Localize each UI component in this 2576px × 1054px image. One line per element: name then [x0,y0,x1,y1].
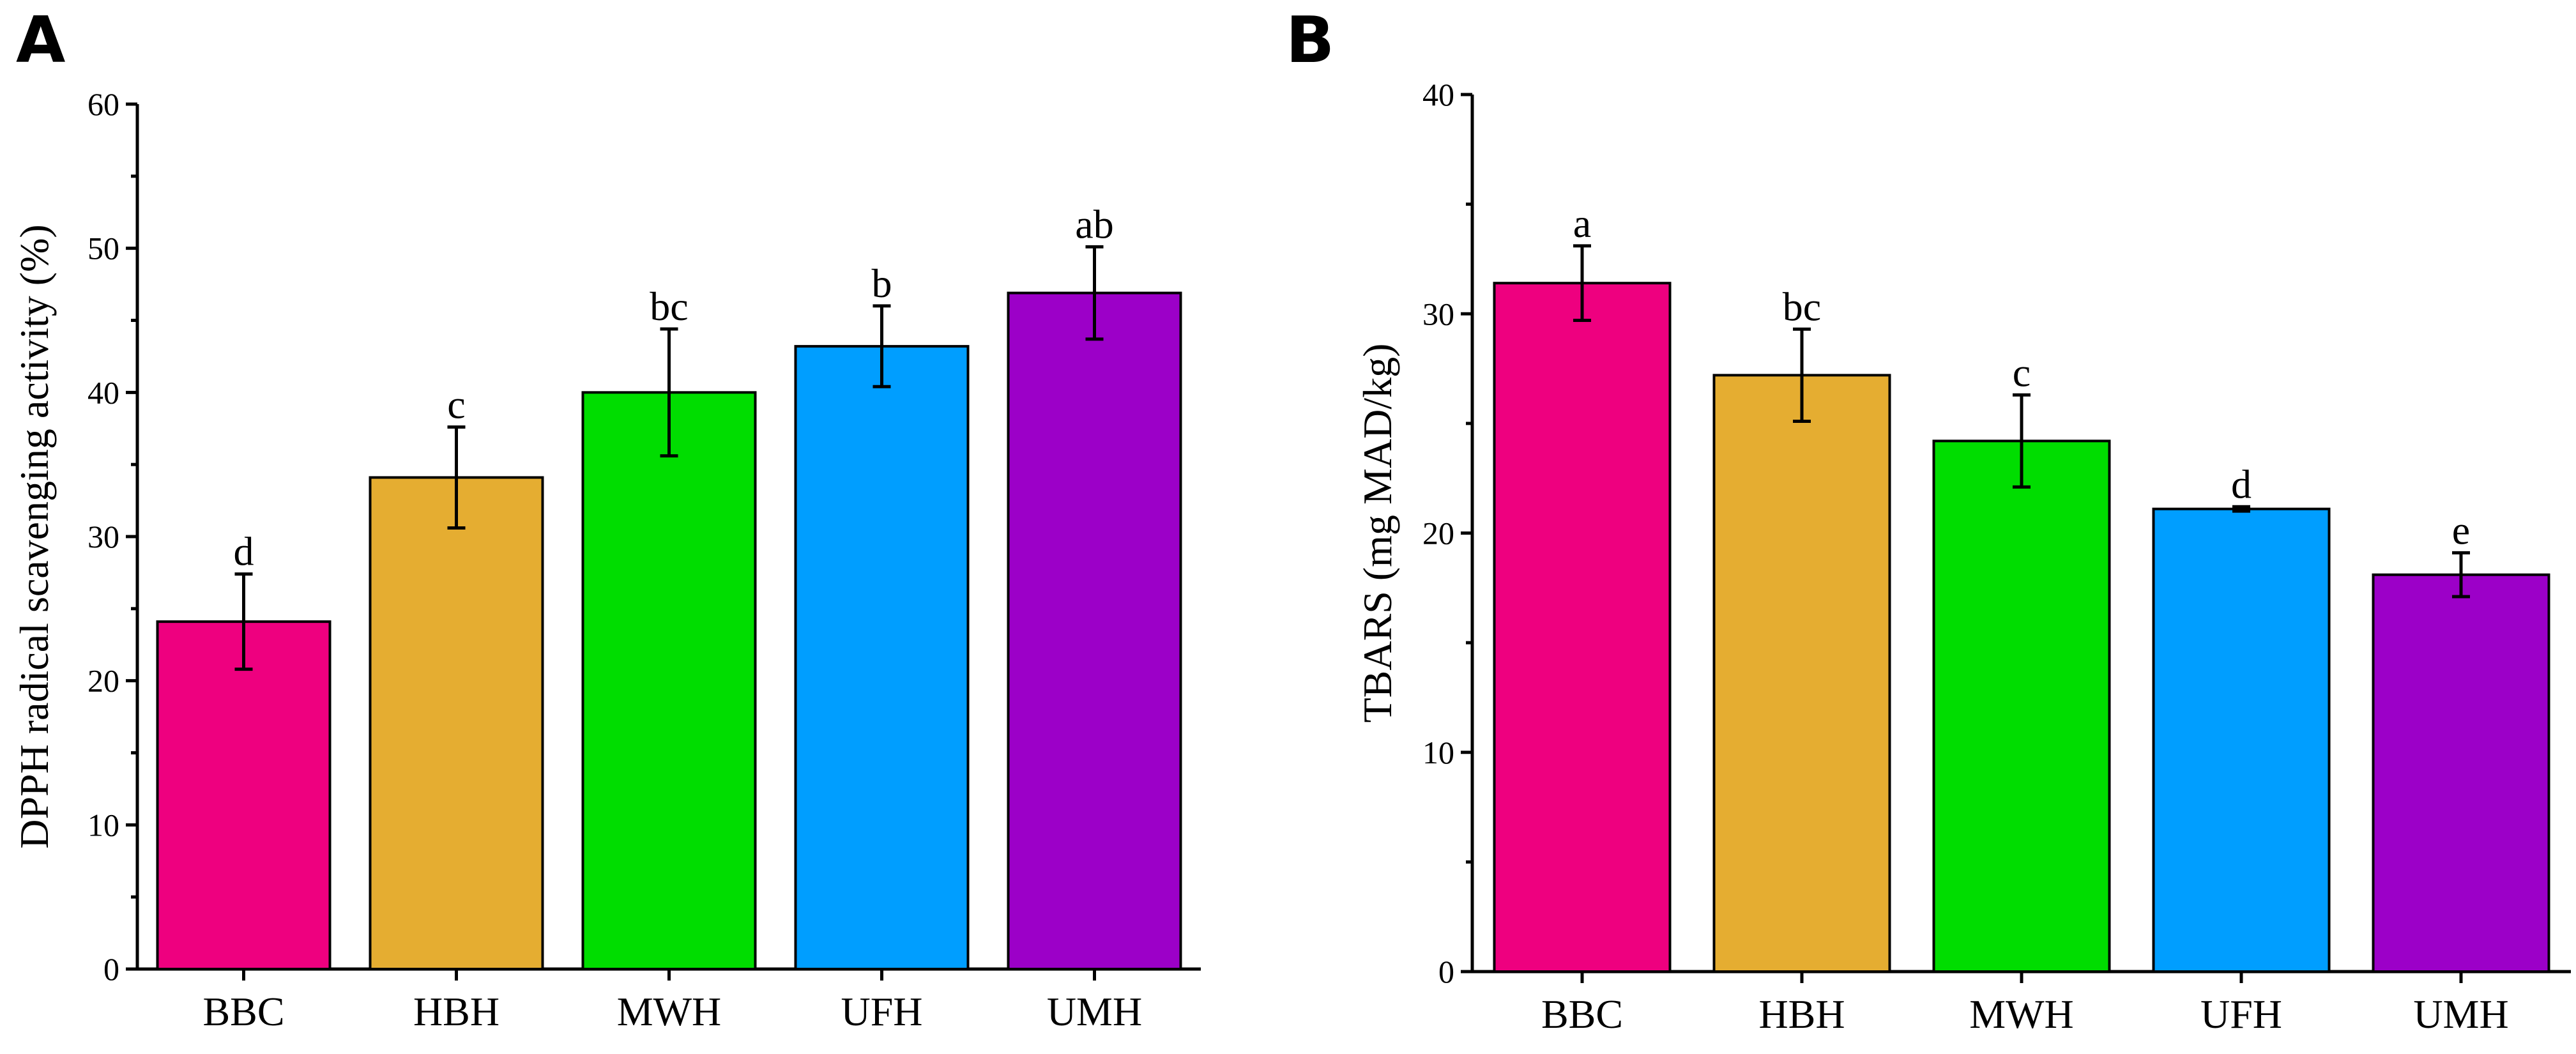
panel-b-x-tick-label: MWH [1969,991,2074,1037]
panel-b-letter: B [1286,3,1334,77]
panel-a-x-tick-label: UFH [841,989,922,1034]
panel-b-tbars-chart: B 0 10 20 30 40 TBARS (mg MAD/kg) a BBC bc HBH c MWH… [1286,3,2571,1037]
panel-a-significance-label: c [447,381,465,427]
panel-b-x-tick-label: UFH [2200,991,2282,1037]
panel-b-x-tick-label: HBH [1758,991,1845,1037]
panel-b-significance-label: d [2231,461,2252,507]
panel-b-significance-label: a [1573,201,1591,246]
panel-b-bar-mwh [1932,439,2111,973]
panel-a-dpph-chart: A 0 10 20 30 40 50 60 DPPH radical scavenging ac… [11,3,1201,1034]
panel-a-error-bar-mwh [660,327,678,458]
panel-b-x-tick-label: UMH [2413,991,2508,1037]
panel-a-significance-label: d [234,529,254,574]
panel-a-bar-hbh [369,476,544,970]
panel-a-y-tick-label: 50 [88,231,119,266]
panel-b-bar-umh [2372,573,2550,973]
panel-b-significance-label: e [2452,507,2470,553]
panel-a-bar-ufh [794,345,970,970]
panel-b-error-bar-ufh [2232,505,2250,513]
panel-a-x-tick-label: UMH [1047,989,1142,1034]
panel-a-error-bar-hbh [447,425,466,530]
panel-b-bar-ufh [2152,507,2331,973]
panel-a-y-tick-label: 20 [88,663,119,699]
panel-a-letter: A [16,3,65,77]
panel-b-error-bar-bbc [1573,244,1591,323]
panel-a-error-bar-ufh [873,304,891,388]
panel-b-y-tick-label: 20 [1422,516,1454,551]
panel-a-y-tick-label: 0 [103,951,119,987]
panel-b-bar-bbc [1493,282,1672,974]
panel-b-y-tick-label: 30 [1422,296,1454,332]
panel-b-bar-hbh [1712,374,1891,973]
panel-b-significance-label: c [2013,349,2031,395]
panel-a-y-tick-label: 60 [88,86,119,122]
panel-a-y-tick-label: 40 [88,374,119,410]
panel-a-y-tick-label: 10 [88,807,119,843]
panel-b-error-bar-umh [2452,551,2470,599]
panel-a-error-bar-bbc [234,572,253,671]
panel-b-y-axis-title: TBARS (mg MAD/kg) [1355,344,1400,723]
panel-a-x-tick-label: BBC [202,989,284,1034]
panel-a-bar-mwh [581,391,757,970]
panel-a-significance-label: ab [1075,201,1113,247]
panel-a-x-tick-label: HBH [413,989,499,1034]
panel-b-y-tick-label: 40 [1422,77,1454,112]
panel-a-error-bar-umh [1085,245,1104,341]
panel-a-y-axis-title: DPPH radical scavenging activity (%) [11,224,57,849]
panel-a-significance-label: bc [650,284,688,329]
panel-b-error-bar-mwh [2013,393,2031,489]
panel-b-error-bar-hbh [1793,327,1811,423]
panel-b-x-tick-label: BBC [1541,991,1623,1037]
panel-a-significance-label: b [872,261,892,306]
panel-b-significance-label: bc [1783,284,1821,329]
panel-a-bar-umh [1007,291,1182,971]
panel-a-y-tick-label: 30 [88,519,119,554]
panel-a-bar-bbc [156,620,332,970]
panel-b-y-tick-label: 10 [1422,735,1454,770]
panel-b-y-tick-label: 0 [1438,954,1454,989]
panel-a-x-tick-label: MWH [617,989,722,1034]
